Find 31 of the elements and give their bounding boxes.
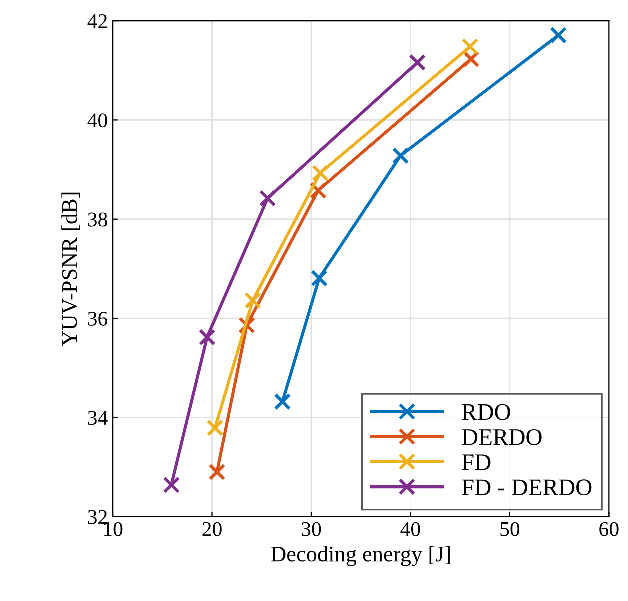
point (206, 420, 224, 437)
point (198, 328, 216, 346)
point (312, 164, 329, 182)
y-axis-title: YUV-PSNR [dB] (62, 192, 80, 346)
point (259, 190, 276, 208)
x-tick-label: 60 (600, 522, 619, 536)
legend-label: FD - DERDO (462, 480, 592, 496)
y-tick-label: 32 (88, 510, 108, 524)
point (274, 393, 292, 410)
y-tick-label: 36 (88, 312, 108, 326)
legend-label: FD (462, 454, 491, 470)
point (409, 54, 426, 72)
legend-label: DERDO (462, 429, 542, 446)
point (310, 270, 328, 287)
x-axis-title: Decoding energy [J] (271, 546, 450, 566)
x-tick-label: 50 (500, 522, 520, 536)
x-tick-label: 30 (302, 522, 322, 536)
y-tick-label: 42 (88, 14, 108, 28)
point (550, 26, 568, 44)
y-tick-label: 40 (88, 114, 108, 128)
x-tick-label: 10 (104, 522, 123, 536)
point (392, 147, 410, 164)
point (208, 464, 226, 481)
point (462, 38, 479, 56)
x-tick-label: 20 (202, 522, 222, 536)
y-tick-label: 38 (88, 212, 108, 227)
legend-label: RDO (462, 404, 510, 420)
point (163, 476, 180, 494)
x-tick-label: 40 (400, 522, 420, 536)
y-tick-label: 34 (88, 411, 108, 426)
point (244, 292, 262, 310)
